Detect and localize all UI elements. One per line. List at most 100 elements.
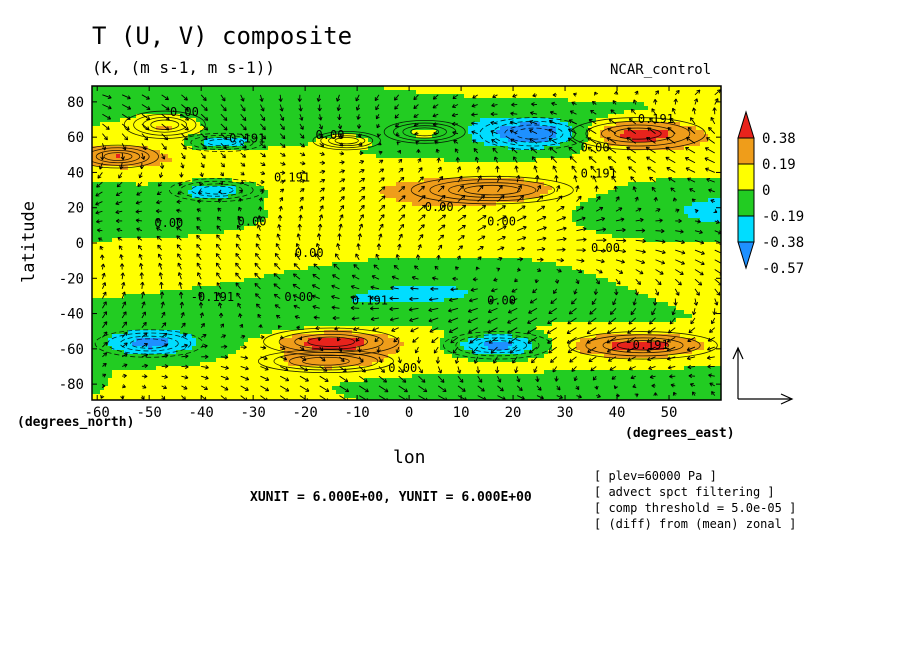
- wind-vector: [121, 301, 127, 309]
- wind-vector: [416, 149, 421, 154]
- contour-label: -0.191: [191, 290, 234, 304]
- wind-vector: [477, 256, 482, 261]
- wind-vector: [529, 298, 538, 304]
- wind-vector: [573, 376, 578, 382]
- wind-vector: [215, 243, 222, 251]
- wind-vector: [120, 272, 125, 280]
- wind-vector: [196, 234, 202, 241]
- wind-vector: [200, 152, 206, 159]
- wind-vector: [121, 133, 129, 141]
- wind-vector: [180, 162, 185, 169]
- wind-vector: [240, 104, 246, 112]
- wind-vector: [477, 215, 487, 222]
- wind-vector: [138, 172, 143, 179]
- y-tick-label: 80: [67, 95, 84, 111]
- x-tick-label: -50: [137, 405, 162, 421]
- wind-vector: [530, 147, 538, 154]
- contour-line: [602, 337, 684, 354]
- wind-vector: [710, 117, 716, 125]
- wind-vector: [674, 288, 680, 296]
- wind-vector: [299, 114, 304, 121]
- wind-vector: [256, 233, 261, 241]
- wind-vector: [675, 269, 684, 275]
- wind-vector: [236, 292, 242, 299]
- wind-vector: [667, 327, 676, 334]
- x-tick-label: 30: [557, 405, 574, 421]
- wind-vector: [536, 385, 542, 391]
- wind-vector: [98, 162, 103, 170]
- contour-label: 0.00: [284, 290, 313, 304]
- wind-vector: [549, 110, 557, 115]
- wind-vector: [687, 177, 696, 183]
- wind-vector: [135, 200, 143, 205]
- wind-vector: [408, 307, 419, 312]
- wind-vector: [473, 148, 479, 154]
- wind-vector: [671, 107, 676, 115]
- wind-vector: [635, 238, 646, 244]
- wind-vector: [647, 166, 656, 173]
- wind-vector: [576, 206, 584, 212]
- wind-vector: [298, 336, 302, 341]
- wind-vector: [355, 104, 361, 111]
- wind-vector: [101, 272, 106, 280]
- wind-vector: [707, 336, 715, 342]
- wind-vector: [437, 204, 447, 212]
- contour-line: [107, 332, 192, 355]
- wind-vector: [235, 272, 242, 280]
- wind-vector: [429, 327, 439, 333]
- wind-vector: [592, 375, 597, 381]
- wind-vector: [260, 162, 266, 166]
- wind-vector: [96, 228, 103, 233]
- wind-vector: [453, 140, 459, 144]
- wind-vector: [452, 130, 459, 136]
- wind-vector: [497, 375, 502, 383]
- wind-vector: [694, 288, 700, 296]
- wind-vector: [635, 259, 646, 265]
- contour-line: [410, 175, 574, 205]
- contour-line: [133, 113, 197, 136]
- wind-vector: [568, 119, 577, 125]
- wind-vector: [115, 191, 123, 196]
- wind-vector: [278, 205, 283, 212]
- wind-vector: [497, 215, 507, 222]
- wind-vector: [258, 197, 263, 202]
- wind-vector: [516, 205, 526, 212]
- contour-line: [479, 117, 589, 151]
- wind-vector: [140, 395, 145, 400]
- annotation-notes: [ plev=60000 Pa ] [ advect spct filterin…: [594, 468, 796, 532]
- wind-vector: [237, 302, 242, 309]
- wind-vector: [336, 337, 341, 342]
- wind-vector: [339, 142, 344, 147]
- contour-line: [616, 340, 670, 351]
- wind-vector: [359, 159, 365, 165]
- wind-vector: [630, 375, 636, 380]
- wind-vector: [220, 385, 229, 391]
- wind-vector: [609, 166, 617, 173]
- wind-vector: [571, 298, 577, 305]
- wind-vector: [694, 89, 701, 96]
- wind-vector: [394, 113, 400, 119]
- wind-vector: [141, 301, 146, 309]
- wind-vector: [331, 305, 340, 310]
- wind-vector: [609, 366, 617, 371]
- wind-vector: [397, 356, 402, 364]
- wind-vector: [297, 94, 302, 102]
- wind-vector: [492, 94, 498, 99]
- wind-vector: [493, 156, 498, 163]
- wind-vector: [358, 375, 368, 383]
- wind-vector: [318, 114, 323, 121]
- wind-vector: [135, 218, 142, 223]
- wind-vector: [358, 356, 364, 363]
- wind-vector: [280, 345, 286, 351]
- wind-vector: [135, 209, 142, 214]
- wind-vector: [257, 224, 262, 231]
- wind-vector: [339, 151, 345, 156]
- contour-line: [467, 337, 527, 354]
- wind-vector: [653, 197, 658, 202]
- wind-vector: [694, 278, 703, 286]
- wind-vector: [487, 307, 498, 314]
- wind-vector: [606, 346, 617, 353]
- contour-line: [207, 138, 237, 147]
- wind-vector: [396, 141, 401, 146]
- contour-line: [199, 185, 234, 195]
